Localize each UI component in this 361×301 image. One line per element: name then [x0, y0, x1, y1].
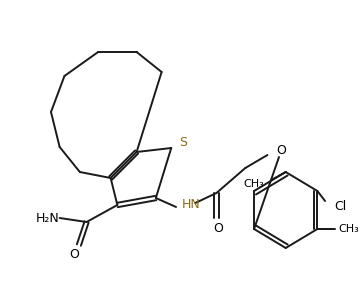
Text: Cl: Cl — [335, 200, 347, 213]
Text: O: O — [213, 222, 223, 235]
Text: CH₃: CH₃ — [339, 224, 359, 234]
Text: H₂N: H₂N — [36, 212, 60, 225]
Text: O: O — [276, 144, 286, 157]
Text: S: S — [179, 135, 187, 148]
Text: CH₃: CH₃ — [244, 179, 265, 189]
Text: HN: HN — [182, 198, 201, 212]
Text: O: O — [69, 249, 79, 262]
